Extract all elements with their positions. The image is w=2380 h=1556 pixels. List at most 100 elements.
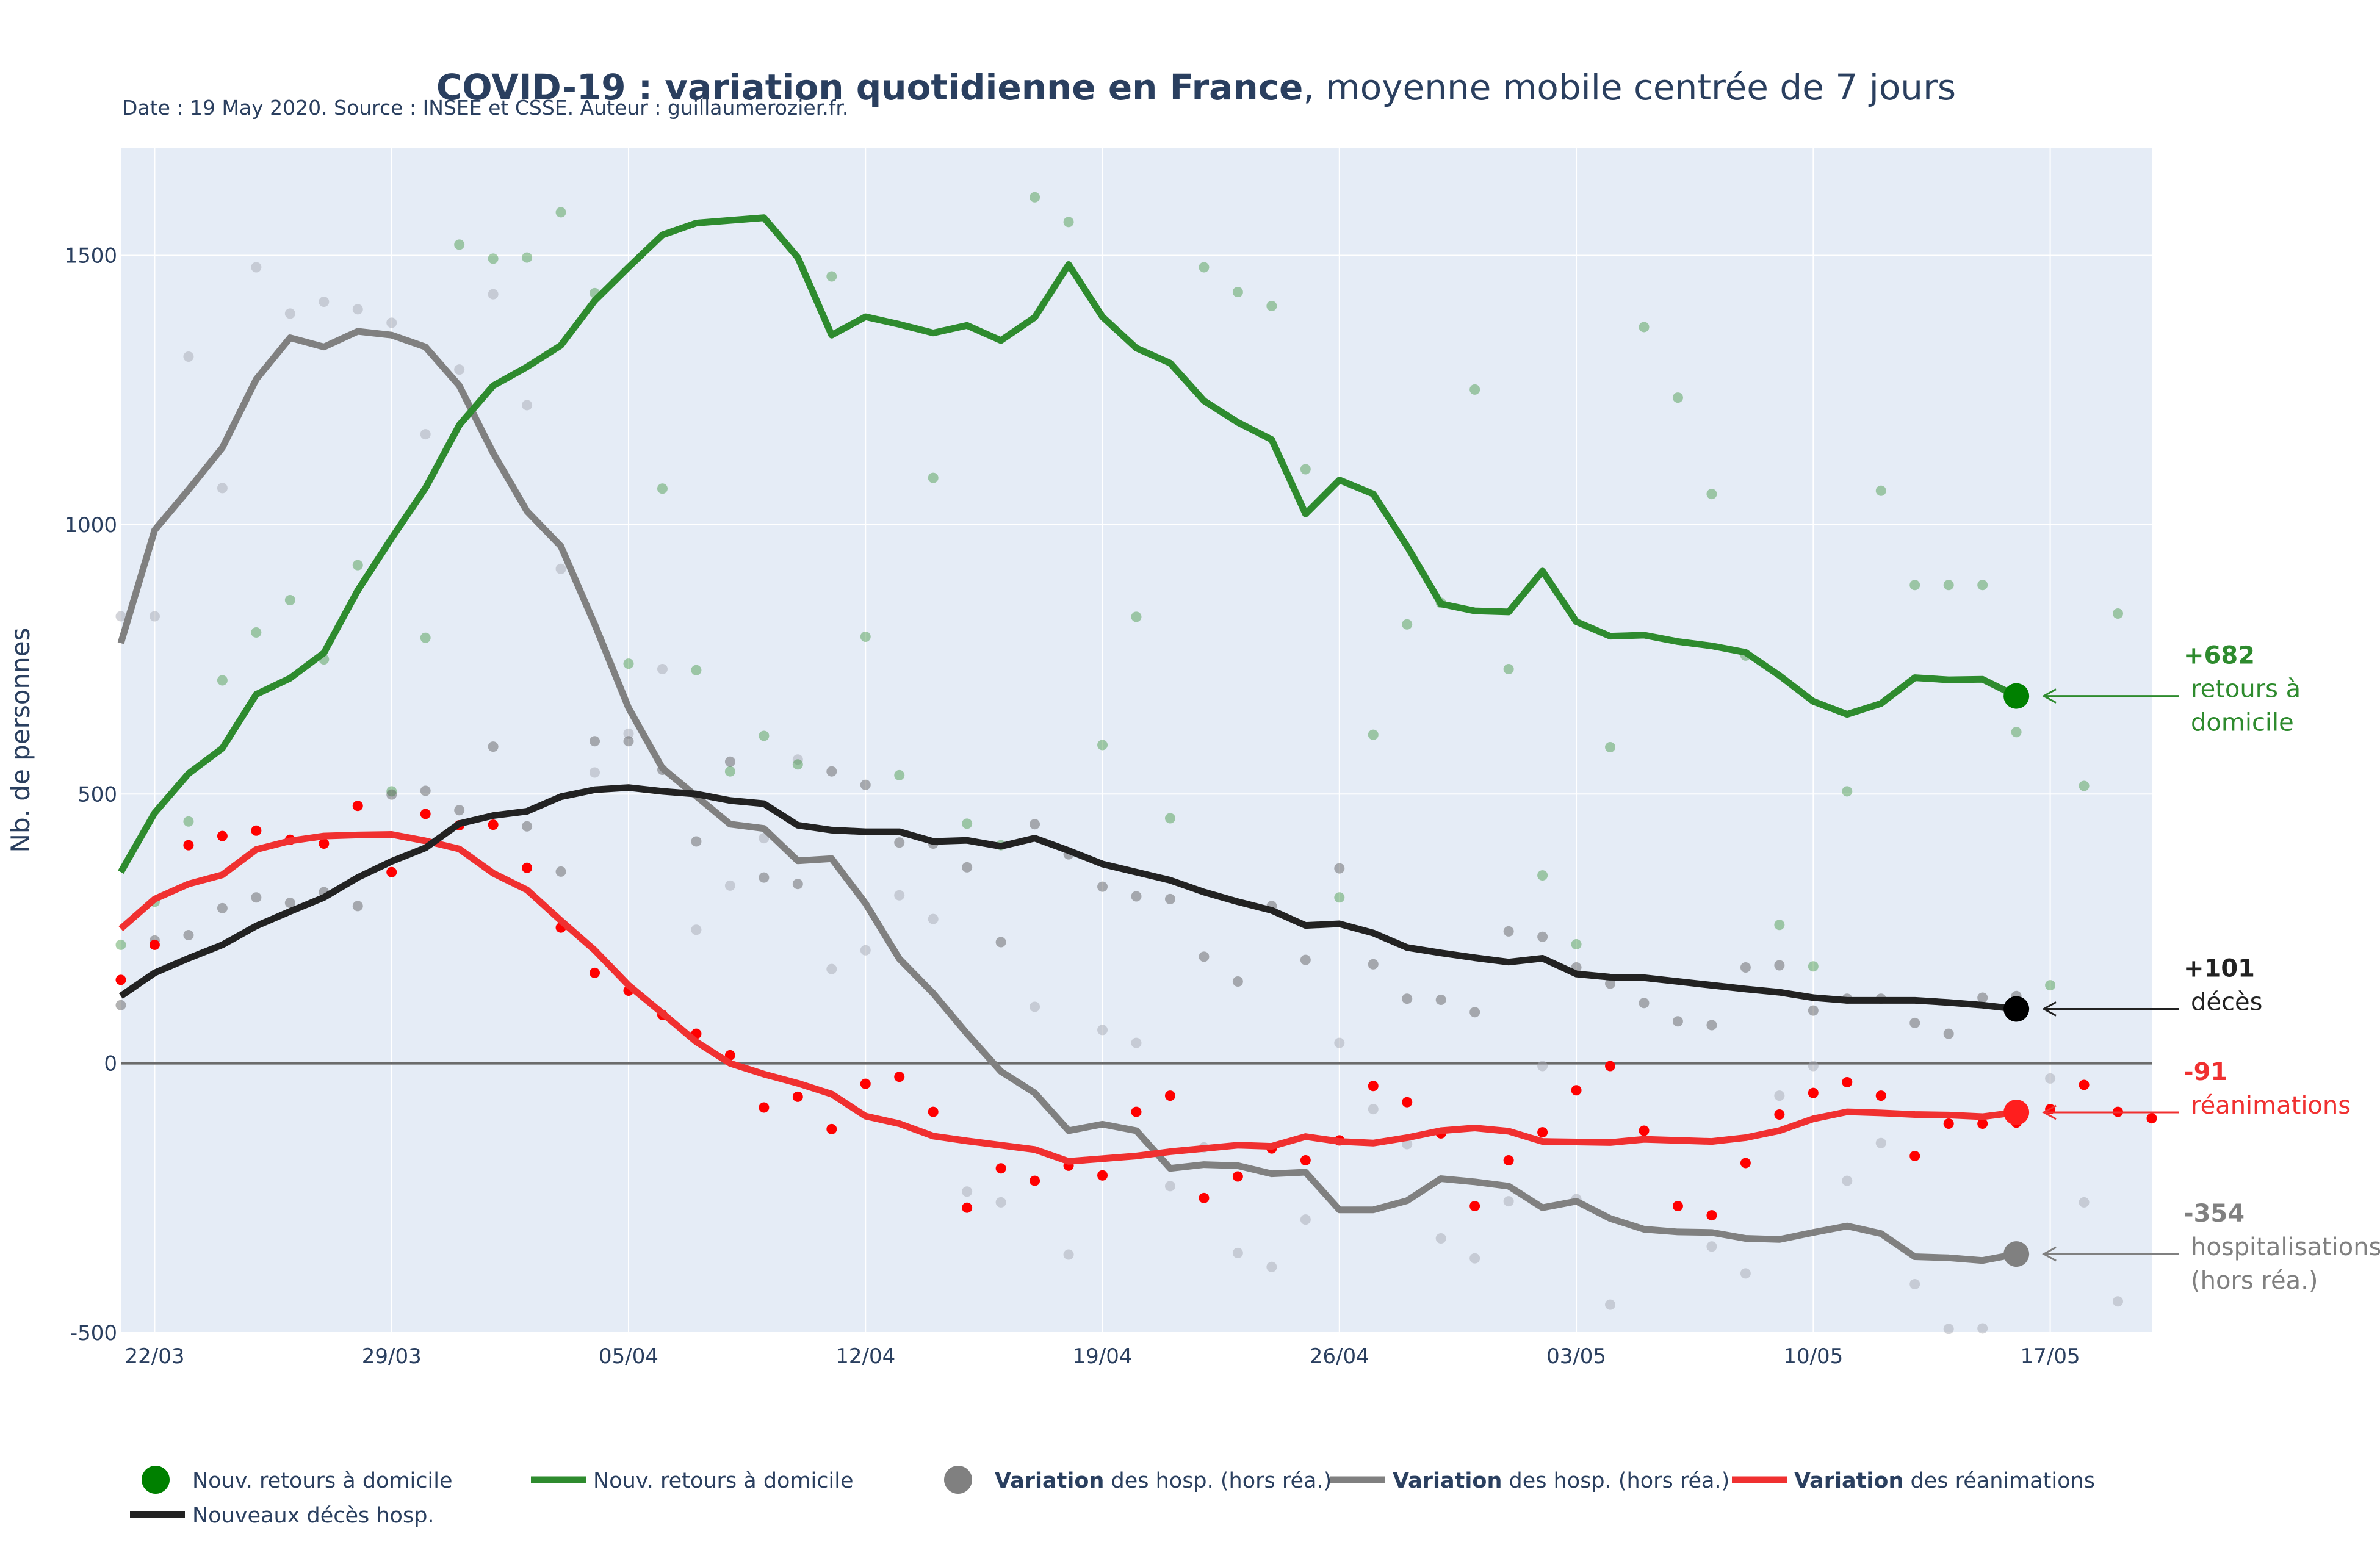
data-point-black [894,837,905,848]
data-point-red [1503,1155,1514,1166]
data-point-black [1199,951,1210,962]
data-point-red [826,1123,837,1134]
data-point-green [691,665,702,675]
data-point-red [928,1106,939,1117]
green-annotation-value: +682 [2183,642,2255,670]
data-point-black [1537,931,1548,942]
data-point-gray [2079,1197,2090,1208]
data-point-red [1571,1085,1582,1096]
annotations: +682 retours à domicile +101 décès -91 réanima… [2042,642,2380,1295]
data-point-green [1097,740,1108,751]
data-point-black [1164,893,1175,904]
gray-end-marker [2003,1241,2030,1267]
data-point-gray [1368,1104,1379,1115]
green-annotation-label: retours à [2191,675,2301,704]
data-point-green [183,816,194,827]
data-point-black [1977,992,1988,1003]
data-point-red [488,819,499,830]
data-point-black [420,785,431,796]
data-point-red [590,967,600,978]
data-point-green [657,483,668,494]
data-point-gray [522,400,533,411]
data-point-green [1063,217,1074,228]
data-point-green [284,594,295,605]
data-point-black [1368,959,1379,970]
data-point-red [115,974,126,985]
data-point-green [1808,961,1819,972]
data-point-gray [1402,1139,1413,1150]
x-axis-ticks: 22/03 29/03 05/04 12/04 19/04 26/04 03/05 10/05… [124,1344,2080,1369]
data-point-gray [826,963,837,974]
data-point-gray [1232,1247,1243,1258]
data-point-black [522,821,533,832]
data-point-gray [724,880,735,891]
data-point-black [860,779,871,790]
data-point-red [386,866,397,877]
data-point-gray [1706,1241,1717,1252]
data-point-gray [590,767,600,778]
x-tick-label: 29/03 [362,1344,422,1369]
data-point-gray [2113,1296,2124,1307]
x-tick-label: 10/05 [1783,1344,1843,1369]
data-point-black [1097,881,1108,892]
y-tick-label: -500 [70,1321,117,1345]
data-point-black [115,1000,126,1010]
data-point-green [1334,892,1345,903]
data-point-black [1300,954,1311,965]
chart-title-rest: , moyenne mobile centrée de 7 jours [1303,67,1956,108]
data-point-green [420,632,431,643]
data-point-green [1199,262,1210,273]
data-point-black [792,879,803,890]
x-tick-label: 12/04 [835,1344,895,1369]
series-line-green [118,214,2018,874]
data-point-red [1740,1158,1751,1169]
data-point-red [1199,1192,1210,1203]
data-point-red [149,939,160,950]
x-tick-label: 05/04 [599,1344,658,1369]
data-point-gray [454,364,465,375]
data-point-black [623,736,634,747]
red-end-marker [2003,1099,2030,1125]
data-point-red [1875,1090,1886,1101]
data-point-green [759,730,770,741]
data-point-gray [1266,1261,1277,1272]
legend-entry: Nouveaux décès hosp. [192,1504,435,1528]
data-point-gray [995,1197,1006,1208]
data-point-gray [1097,1025,1108,1036]
data-point-black [284,898,295,909]
data-point-green [1672,392,1683,403]
data-point-red [1842,1077,1853,1088]
data-point-black [488,741,499,752]
data-point-red [1706,1210,1717,1221]
data-point-gray [1842,1175,1853,1186]
data-point-black [251,892,262,903]
data-point-red [1977,1118,1988,1129]
data-point-black [217,902,228,913]
chart-title-bold: COVID-19 : variation quotidienne en Fran… [436,67,1303,108]
data-point-green [2011,727,2022,738]
data-point-green [928,472,939,483]
legend: Nouv. retours à domicile Nouv. retours à … [130,1466,2095,1528]
data-point-black [1232,976,1243,987]
data-point-red [1774,1109,1785,1120]
data-point-gray [488,289,499,300]
chart-title: COVID-19 : variation quotidienne en Fran… [436,67,1956,108]
x-tick-label: 22/03 [124,1344,184,1369]
data-point-black [1672,1016,1683,1027]
data-point-black [183,930,194,941]
data-point-black [1774,960,1785,971]
data-point-green [1774,920,1785,931]
data-point-green [2113,608,2124,619]
data-point-green [2045,980,2056,991]
legend-entry: Variation des hosp. (hors réa.) [1393,1469,1729,1493]
data-point-red [1909,1150,1920,1161]
data-point-gray [183,351,194,362]
data-point-red [352,801,363,812]
data-point-green [115,939,126,950]
data-point-black [1605,978,1616,989]
data-point-green [1402,619,1413,630]
black-end-marker [2003,996,2030,1022]
data-point-gray [386,317,397,328]
data-point-black [759,872,770,883]
grid [121,148,2152,1333]
